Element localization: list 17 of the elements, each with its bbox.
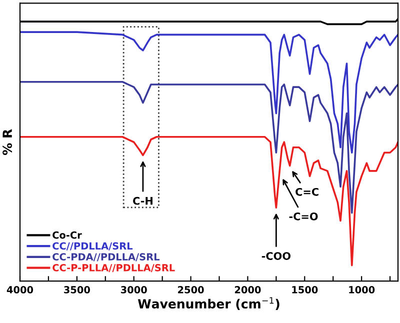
x-tick-label: 2000 — [234, 286, 261, 294]
legend-label: CC//PDLLA/SRL — [52, 242, 133, 250]
x-tick-label: 3000 — [120, 286, 147, 294]
annotation: -COO — [262, 252, 290, 260]
x-tick-label: 3500 — [64, 286, 90, 294]
x-tick-label: 1500 — [292, 286, 318, 294]
x-tick-label: 1000 — [349, 286, 375, 294]
legend-label: CC-P-PLLA//PDLLA/SRL — [52, 264, 175, 272]
y-axis-title: % R — [2, 129, 12, 155]
legend-label: CC-PDA//PDLLA/SRL — [52, 253, 160, 262]
x-tick-label: 4000 — [6, 286, 34, 294]
x-axis-title: Wavenumber (cm$^{−1}$) — [138, 297, 280, 310]
annotation: C-H — [133, 196, 152, 205]
annotation: -C=O — [289, 212, 318, 220]
annotation: C=C — [296, 188, 318, 196]
x-tick-label: 2500 — [178, 286, 204, 294]
legend-label: Co-Cr — [52, 231, 82, 239]
